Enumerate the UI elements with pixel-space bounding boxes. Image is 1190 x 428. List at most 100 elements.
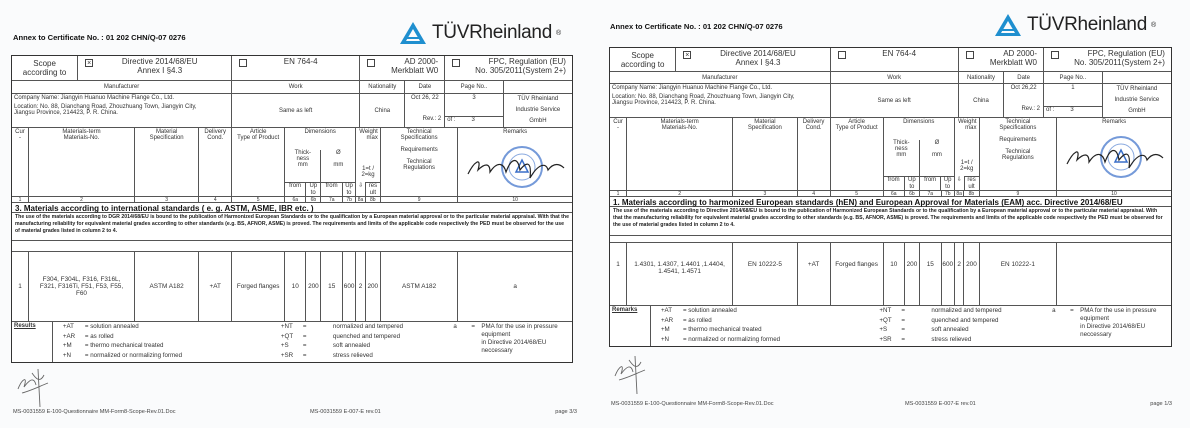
table-row: Company Name: Jiangyin Huanuo Machine Fl… (12, 94, 572, 128)
legend-meaning: PMA for the use in pressure equipment in… (481, 323, 558, 355)
col-remarks: Remarks (458, 128, 572, 196)
scope-checkbox[interactable]: × (85, 59, 94, 67)
material-cell: 600 (343, 252, 357, 321)
material-row: 1 1.4301, 1.4307, 1.4401 ,1.4404, 1.4541,… (610, 243, 1171, 306)
footer-right: page 3/3 (555, 409, 577, 415)
page-cell: 1 of : 3 (1044, 84, 1103, 117)
stamp-icon (1066, 136, 1164, 178)
material-cell: 10 (884, 243, 905, 305)
thickness-label: Thick- ness mm (884, 140, 920, 176)
column-number: 3 (733, 191, 798, 196)
table-row (12, 241, 572, 252)
thickness-label: Thick- ness mm (285, 150, 322, 182)
header-page-no: Page No.. (445, 81, 504, 93)
material-cell: a (513, 283, 517, 290)
page-of: of : 3 (445, 117, 503, 127)
scope-checkbox[interactable] (1050, 51, 1059, 59)
col-spec: Material Specification (733, 118, 798, 190)
date-stack: Oct 26, 22 Rev.: 2 (405, 94, 444, 127)
column-number: 8b (366, 197, 381, 202)
from-label: from (884, 177, 905, 190)
column-number: 2 (29, 197, 135, 202)
legend-meaning: = thermo mechanical treated (682, 326, 762, 333)
scope-table: Scope according to × Directive 2014/68/EU … (609, 47, 1172, 347)
col-materials: Materials-term Materials-No. (627, 118, 734, 190)
legend-code: +S (280, 342, 289, 349)
material-cell: 200 (905, 243, 921, 305)
legend-code: +N (62, 351, 71, 359)
column-number: 1 (12, 197, 30, 202)
scope-option-1: EN 764-4 (831, 48, 959, 71)
upto-label: Up to (345, 183, 353, 196)
scope-checkbox[interactable] (837, 51, 846, 59)
column-number: 6a (285, 197, 307, 202)
col-spec: Material Specification (135, 128, 200, 196)
material-row: 1 F304, F304L, F316, F316L, F321, F316Ti,… (12, 252, 572, 322)
column-number: 10 (512, 197, 518, 202)
legend-code: +SR (879, 335, 892, 343)
scope-checkbox[interactable] (452, 59, 461, 67)
certificate-page: Annex to Certificate No. : 01 202 CHN/Q-… (11, 22, 577, 415)
dimensions-sub: Thick- ness mm Ø mm (285, 150, 355, 182)
upto-label: Up to (306, 183, 322, 196)
scope-option-label: Directive 2014/68/EU Annex I §4.3 (720, 49, 796, 67)
ped-notice: The use of the materials according to DG… (15, 214, 569, 235)
legend-meaning: quenched and tempered (332, 332, 401, 340)
inspector-signature-stamp (460, 142, 570, 194)
legend-code: +NT (280, 323, 293, 330)
legend-code: +QT (280, 332, 294, 340)
scope-option-0: × Directive 2014/68/EU Annex I §4.3 (676, 48, 831, 71)
scope-option-3: FPC, Regulation (EU) No. 305/2011(System… (1044, 48, 1171, 71)
work-value: Same as left (232, 94, 361, 127)
scope-checkbox[interactable] (965, 51, 974, 59)
from-label: from (321, 183, 343, 196)
scope-checkbox[interactable]: × (683, 51, 692, 59)
material-cell: 10 (285, 252, 307, 321)
col-cur: Cur - (12, 128, 30, 196)
material-cell: 1.4301, 1.4307, 1.4401 ,1.4404, 1.4541, … (627, 243, 734, 305)
signature-icon (17, 368, 49, 408)
table-row: Company Name: Jiangyin Huanuo Machine Fl… (610, 84, 1171, 118)
scope-checkbox[interactable] (367, 59, 376, 67)
legend-remark-a: a = PMA for the use in pressure equipment … (1052, 307, 1169, 345)
dimensions-from-to: from Up to from Up to (285, 182, 356, 196)
upto-label: Up to (905, 177, 920, 190)
legend-code: +S (879, 326, 888, 333)
arrow-down-icon: ⇩ (356, 182, 366, 196)
legend-code: a (453, 323, 457, 330)
legend-code: +AR (62, 332, 76, 340)
col-delivery: Delivery Cond. (199, 128, 233, 196)
material-cell: 15 (920, 243, 942, 305)
column-number: 5 (831, 191, 884, 196)
annex-title: Annex to Certificate No. : 01 202 CHN/Q-… (610, 22, 783, 31)
signature-icon (614, 355, 646, 395)
diameter-label: Ø mm (931, 140, 942, 158)
header-page-no: Page No.. (1044, 72, 1103, 83)
scope-option-0: × Directive 2014/68/EU Annex I §4.3 (78, 56, 233, 80)
legend-equals: = (302, 332, 307, 340)
registered-mark: ® (555, 29, 562, 37)
column-number: 7a (920, 191, 942, 196)
weight-sub: ⇩ res ult (356, 182, 380, 196)
scope-option-label: Directive 2014/68/EU Annex I §4.3 (121, 57, 198, 75)
header-work: Work (232, 81, 361, 93)
date-value: Oct 26, 22 (411, 95, 439, 101)
footer-center: MS-0031559 E-007-E rev.01 (310, 409, 381, 415)
material-cell (1057, 243, 1171, 305)
revision: Rev.: 2 (422, 116, 442, 123)
legend-meaning: = thermo mechanical treated (84, 342, 164, 349)
date-value: Oct 26,22 (1010, 85, 1037, 91)
header-nationality: Nationality (959, 72, 1005, 83)
column-number: 10 (1111, 191, 1117, 196)
table-row: 1 2 3 4 5 6a 6b 7a 7b 8a 8b 9 10 (12, 197, 572, 203)
col-cur: Cur - (610, 118, 628, 190)
legend-label: Remarks (612, 307, 638, 313)
scope-checkbox[interactable] (239, 59, 248, 67)
dimensions-from-to: from Up to from Up to (883, 176, 954, 190)
work-value: Same as left (831, 84, 959, 117)
weight-stack: Weight max 1=t / 2=kg ⇩ res ult (356, 128, 380, 196)
material-cell: 200 (306, 252, 322, 321)
legend-code: +M (62, 342, 72, 349)
column-number: 1 (610, 191, 628, 196)
legend-code: +AT (62, 323, 74, 330)
